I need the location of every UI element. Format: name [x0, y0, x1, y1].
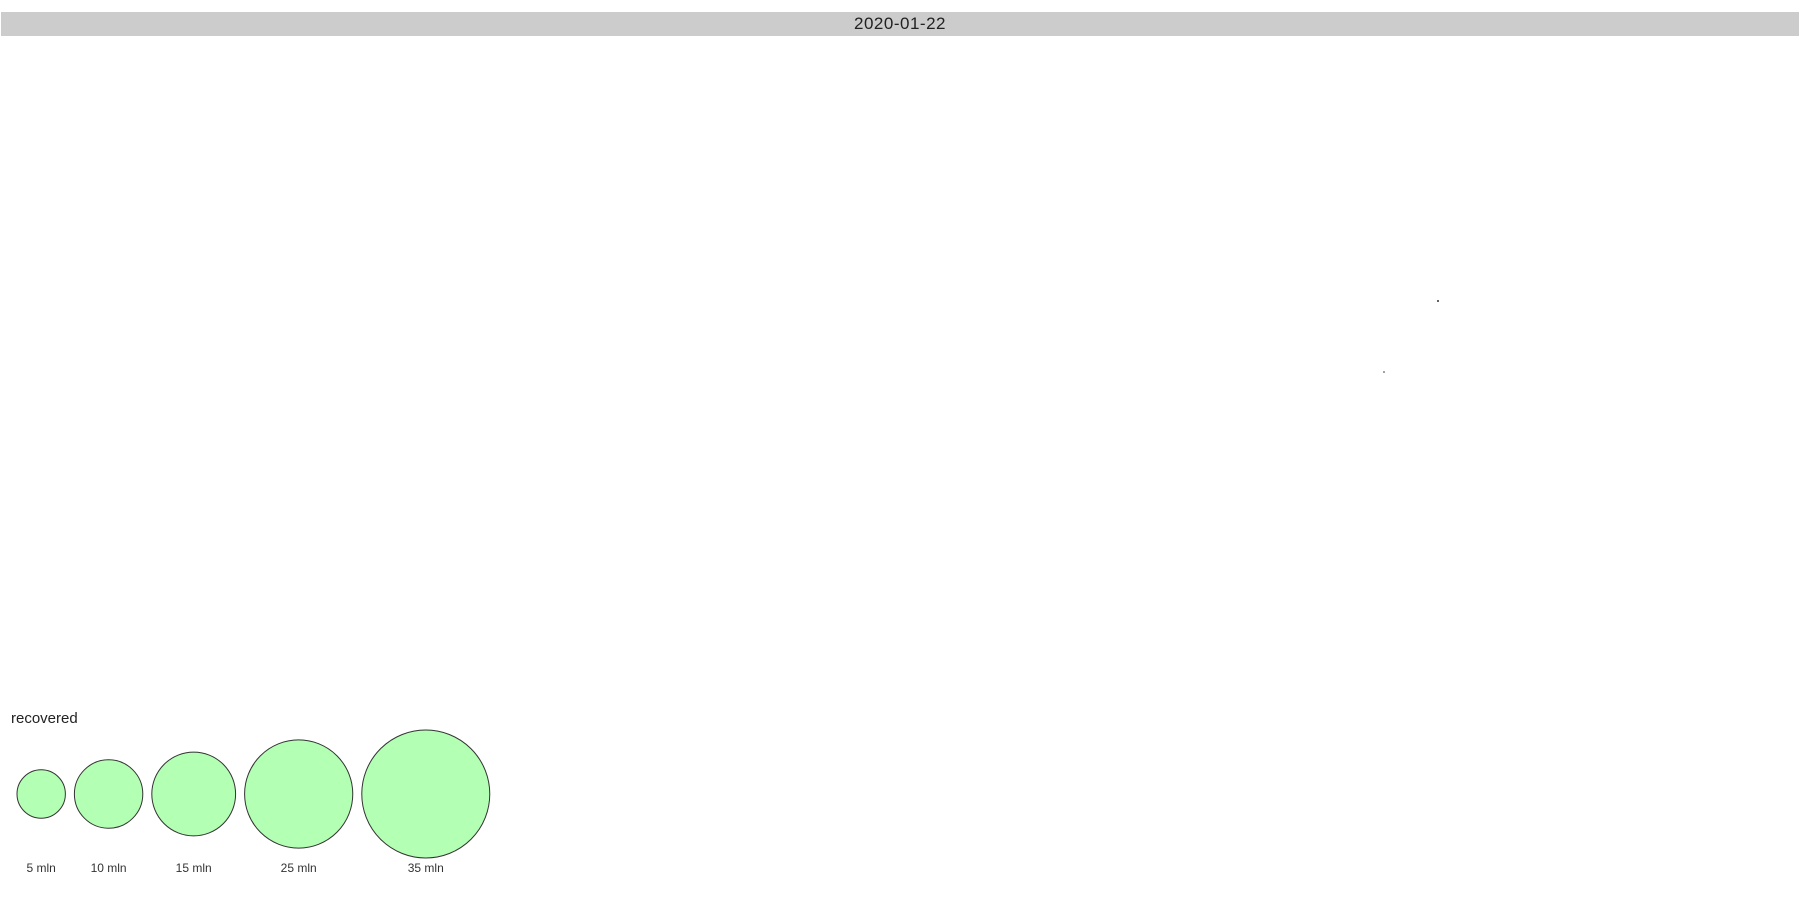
legend-bubble-3 — [151, 751, 237, 837]
marker-dot-2 — [1383, 371, 1385, 373]
legend-bubbles: 5 mln 10 mln 15 mln 25 mln 35 mln — [16, 729, 491, 875]
legend-bubble-4 — [244, 739, 354, 849]
legend-bubble-5 — [361, 729, 491, 859]
map-canvas — [1383, 300, 1439, 373]
date-label: 2020-01-22 — [854, 14, 946, 33]
marker-dot-1 — [1437, 300, 1439, 302]
bubble-legend: recovered 5 mln 10 mln 15 mln 25 mln 35 mln — [0, 700, 560, 900]
legend-bubble-label-2: 10 mln — [91, 861, 127, 875]
legend-bubble-1 — [16, 769, 66, 819]
date-header: 2020-01-22 — [1, 12, 1799, 36]
legend-bubble-label-5: 35 mln — [408, 861, 444, 875]
legend-bubble-label-1: 5 mln — [27, 861, 56, 875]
legend-bubble-label-3: 15 mln — [176, 861, 212, 875]
legend-title: recovered — [11, 710, 78, 727]
legend-bubble-label-4: 25 mln — [281, 861, 317, 875]
legend-bubble-2 — [73, 759, 144, 829]
